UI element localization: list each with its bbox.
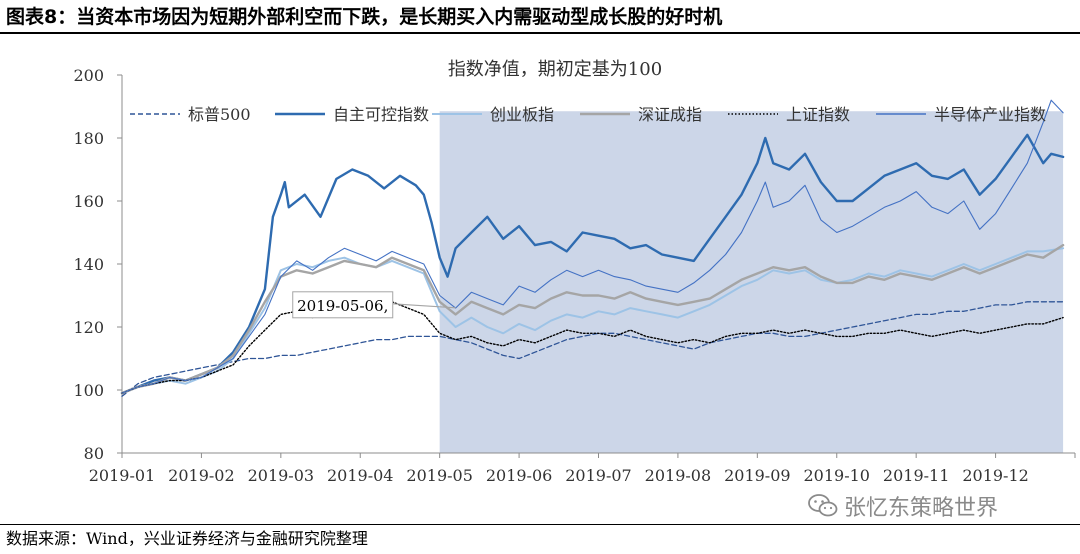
series-line-自主可控指数 [120,133,1065,395]
x-tick-label: 2019-04 [327,466,393,485]
y-tick-label: 200 [73,66,104,85]
chart-title: 指数净值，期初定基为100 [448,59,662,80]
legend-label: 半导体产业指数 [934,105,1046,124]
legend-label: 深证成指 [638,105,702,124]
x-tick-label: 2019-10 [804,466,870,485]
legend: 标普500 自主可控指数 创业板指 深证成指 上证指数 半导体产业指数 [130,105,1046,124]
series-line-上证指数 [121,301,1064,394]
legend-label: 上证指数 [786,105,850,124]
annotation-box [292,291,394,319]
legend-item: 半导体产业指数 [876,105,1046,124]
annotation-label: 2019-05-06, [297,297,388,315]
source-rule [0,524,1080,525]
annotation: 2019-05-06, [292,291,456,319]
x-tick-label: 2019-08 [645,466,711,485]
series-line-深证成指 [120,243,1065,395]
y-tick-label: 160 [73,192,104,211]
watermark: 张忆东策略世界 [808,491,998,521]
series-line-标普500 [121,301,1064,397]
x-tick-label: 2019-07 [565,466,631,485]
legend-item: 自主可控指数 [275,105,429,124]
wechat-icon [808,494,838,517]
y-tick-label: 100 [73,381,104,400]
x-tick-label: 2019-06 [486,466,552,485]
source-note: 数据来源：Wind，兴业证券经济与金融研究院整理 [6,529,368,548]
series-line-半导体产业指数 [121,99,1064,394]
x-tick-label: 2019-03 [248,466,314,485]
legend-item: 上证指数 [728,105,850,124]
x-tick-label: 2019-12 [962,466,1028,485]
y-tick-label: 120 [73,318,104,337]
axes: 80 100 120 140 160 180 200 2019-01 2019-02 2019-0… [73,66,1076,485]
series-layer [120,99,1065,397]
title-rule [0,32,1080,34]
annotation-leader [392,303,456,309]
x-tick-label: 2019-11 [883,466,949,485]
x-tick-label: 2019-05 [406,466,472,485]
legend-label: 创业板指 [490,105,554,124]
y-tick-label: 80 [84,444,104,463]
legend-item: 深证成指 [580,105,702,124]
watermark-text: 张忆东策略世界 [844,496,999,521]
x-tick-label: 2019-02 [168,466,234,485]
series-line-创业板指 [121,247,1065,395]
legend-label: 标普500 [188,105,251,124]
x-tick-label: 2019-09 [724,466,790,485]
x-tick-label: 2019-01 [89,466,155,485]
y-tick-label: 140 [73,255,104,274]
line-chart: 指数净值，期初定基为100 80 100 120 140 160 180 200 2019-0… [73,59,1076,485]
legend-label: 自主可控指数 [333,105,429,124]
y-tick-label: 180 [73,129,104,148]
legend-item: 创业板指 [432,105,554,124]
legend-item: 标普500 [130,105,251,124]
figure-title: 图表8：当资本市场因为短期外部利空而下跌，是长期买入内需驱动型成长股的好时机 [6,6,723,28]
